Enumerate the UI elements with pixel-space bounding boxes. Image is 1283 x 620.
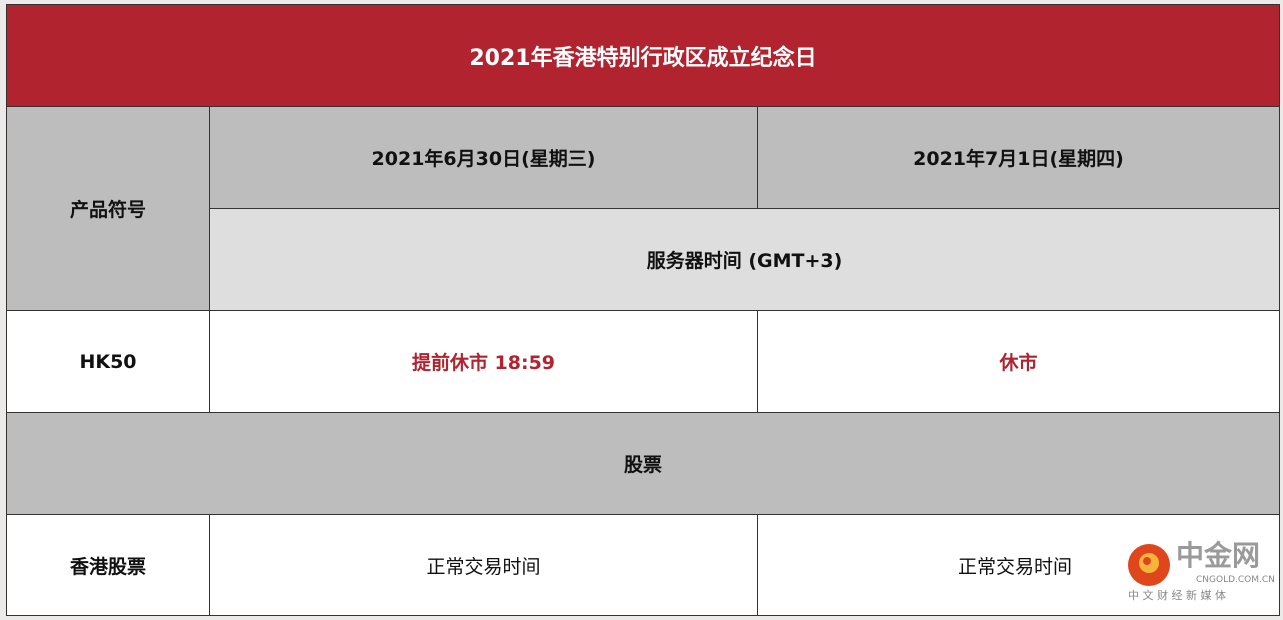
header-date-2: 2021年7月1日(星期四)	[757, 106, 1280, 209]
row-symbol: 香港股票	[6, 514, 210, 616]
watermark-name: 中金网	[1176, 539, 1261, 572]
watermark-tagline: 中 文 财 经 新 媒 体	[1128, 589, 1226, 602]
section-row: 股票	[6, 412, 1280, 515]
cngold-logo-icon	[1128, 544, 1170, 586]
watermark-domain: CNGOLD.COM.CN	[1196, 575, 1275, 585]
watermark-logo: 中金网 CNGOLD.COM.CN 中 文 财 经 新 媒 体	[1124, 540, 1279, 604]
header-server-time: 服务器时间 (GMT+3)	[209, 208, 1280, 311]
row-symbol: HK50	[6, 310, 210, 413]
row-day1: 提前休市 18:59	[209, 310, 758, 413]
table-title: 2021年香港特别行政区成立纪念日	[6, 4, 1280, 107]
header-product-symbol: 产品符号	[6, 106, 210, 311]
row-day1: 正常交易时间	[209, 514, 758, 616]
row-day2: 正常交易时间	[757, 514, 1280, 616]
header-date-1: 2021年6月30日(星期三)	[209, 106, 758, 209]
row-day2: 休市	[757, 310, 1280, 413]
